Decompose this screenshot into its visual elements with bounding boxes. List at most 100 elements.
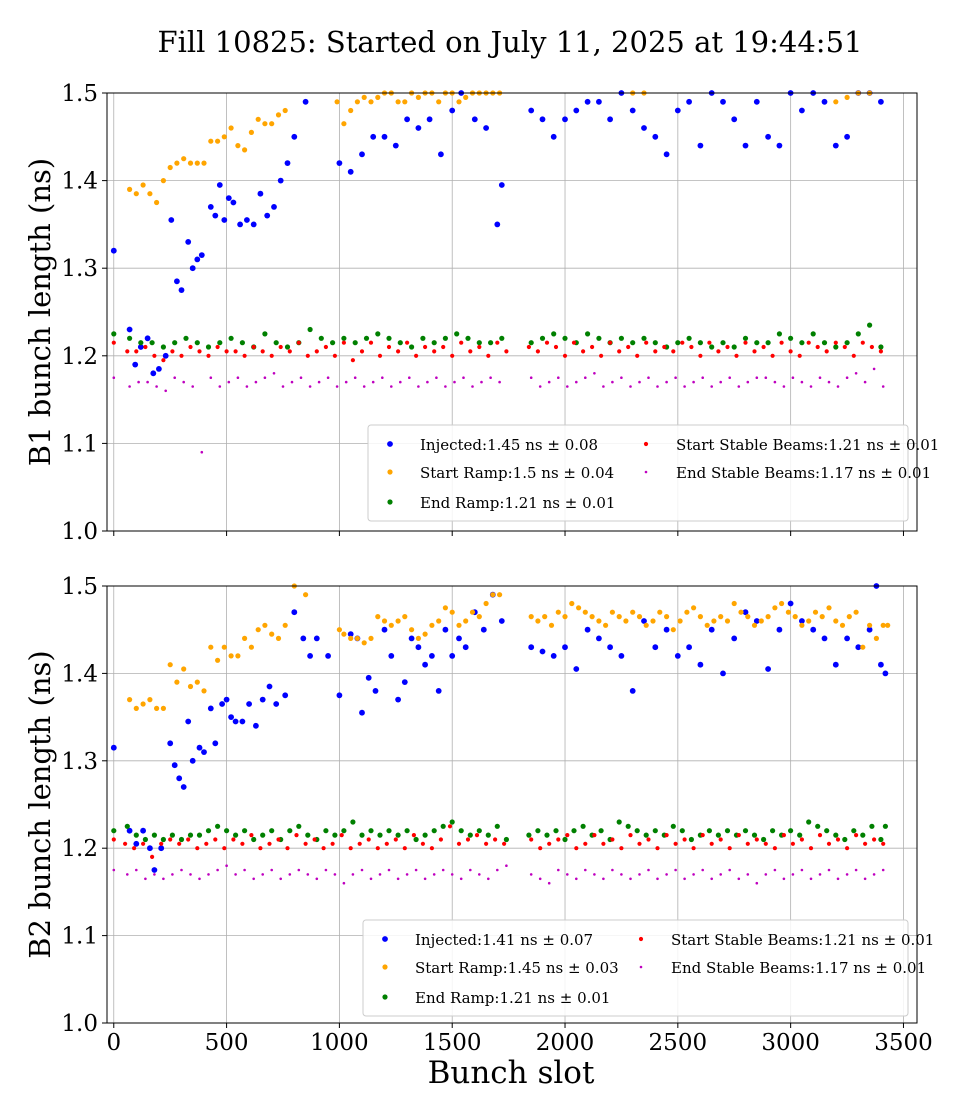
b1-point-injected-65 bbox=[731, 116, 738, 123]
b1-point-start_stable-60 bbox=[671, 349, 676, 354]
b2-point-injected-85 bbox=[855, 644, 862, 651]
b2-point-end_stable-58 bbox=[656, 877, 659, 881]
b2-point-end_stable-42 bbox=[496, 868, 499, 872]
b1-point-end_stable-22 bbox=[317, 380, 321, 384]
b2-point-injected-14 bbox=[201, 749, 207, 755]
b1-point-start_ramp-19 bbox=[255, 116, 261, 122]
b2-point-end_stable-35 bbox=[432, 873, 436, 876]
b1-point-injected-49 bbox=[550, 133, 557, 140]
b2-point-start_ramp-31 bbox=[368, 635, 374, 642]
b2-point-end_ramp-62 bbox=[688, 836, 695, 843]
b1-point-injected-32 bbox=[347, 168, 354, 175]
b2-point-start_stable-40 bbox=[474, 833, 480, 838]
b1-point-start_stable-62 bbox=[689, 344, 694, 350]
b2-point-injected-32 bbox=[325, 653, 331, 659]
b2-point-end_ramp-46 bbox=[544, 832, 550, 838]
b1-point-end_ramp-3 bbox=[149, 340, 155, 346]
b2-point-end_ramp-81 bbox=[860, 832, 866, 838]
b1-point-end_stable-53 bbox=[620, 376, 623, 380]
b2-point-injected-74 bbox=[731, 635, 738, 642]
b2-point-end_stable-41 bbox=[487, 877, 490, 881]
b2-point-start_ramp-21 bbox=[269, 631, 275, 637]
b1-point-end_stable-21 bbox=[308, 385, 312, 388]
b1-point-end_stable-31 bbox=[399, 380, 402, 384]
b1-point-injected-38 bbox=[415, 125, 422, 131]
b2-point-start_stable-19 bbox=[285, 846, 290, 851]
b1-point-start_stable-66 bbox=[725, 344, 730, 350]
b1-series-end_stable bbox=[112, 367, 885, 454]
b2-point-injected-43 bbox=[408, 635, 415, 642]
b2-point-injected-59 bbox=[562, 644, 568, 651]
b1-point-end_ramp-13 bbox=[262, 331, 268, 337]
b2-point-start_stable-20 bbox=[294, 833, 299, 838]
b2-point-injected-70 bbox=[686, 644, 692, 651]
b1-point-start_stable-3 bbox=[143, 344, 148, 350]
b2-point-start_ramp-11 bbox=[201, 688, 207, 694]
b2-point-start_stable-36 bbox=[438, 837, 443, 842]
b1-point-injected-15 bbox=[207, 204, 214, 210]
b1-point-start_stable-14 bbox=[242, 353, 247, 358]
b1-point-injected-56 bbox=[629, 107, 636, 114]
b2-point-end_ramp-27 bbox=[359, 832, 365, 838]
b2-point-end_ramp-77 bbox=[824, 828, 830, 834]
b1-point-end_ramp-45 bbox=[641, 335, 647, 341]
b2-point-end_ramp-61 bbox=[679, 828, 685, 834]
b2-point-start_ramp-99 bbox=[853, 609, 859, 615]
b2-point-start_stable-5 bbox=[159, 841, 164, 846]
b1-point-end_ramp-2 bbox=[138, 340, 144, 346]
b1-point-injected-8 bbox=[168, 217, 175, 223]
b1-point-start_stable-78 bbox=[833, 340, 838, 345]
b1-point-start_ramp-3 bbox=[147, 191, 153, 197]
b2-point-end_stable-2 bbox=[135, 868, 138, 872]
b2-point-injected-82 bbox=[821, 635, 828, 642]
b1-point-end_stable-64 bbox=[719, 380, 722, 384]
b2-point-start_stable-50 bbox=[583, 841, 588, 846]
b2-point-start_ramp-40 bbox=[429, 622, 435, 628]
b2-point-start_ramp-54 bbox=[548, 622, 555, 628]
b2-legend-label-start_stable: Start Stable Beams:1.21 ns ± 0.01 bbox=[671, 931, 934, 949]
b1-point-start_stable-38 bbox=[459, 340, 464, 345]
b1-point-start_ramp-39 bbox=[436, 99, 442, 105]
b1-point-start_ramp-17 bbox=[242, 147, 248, 153]
b2-point-start_stable-7 bbox=[177, 841, 182, 846]
b2-point-end_ramp-39 bbox=[467, 832, 473, 838]
b2-point-start_ramp-37 bbox=[409, 627, 415, 633]
b1-point-end_stable-74 bbox=[809, 385, 813, 388]
b1-point-start_stable-29 bbox=[377, 353, 383, 358]
b2-point-start_stable-3 bbox=[141, 841, 146, 846]
b1-point-end_stable-37 bbox=[453, 380, 456, 384]
b2-point-start_stable-41 bbox=[484, 841, 489, 846]
b1-point-start_stable-81 bbox=[860, 340, 865, 345]
b1-point-end_ramp-0 bbox=[111, 331, 117, 337]
b1-point-end_ramp-44 bbox=[630, 340, 636, 346]
b1-legend-marker-start_ramp bbox=[387, 469, 393, 475]
b1-point-end_stable-26 bbox=[353, 376, 357, 380]
b2-point-start_stable-39 bbox=[465, 837, 471, 842]
b2-point-start_stable-6 bbox=[168, 837, 173, 842]
b2-point-injected-42 bbox=[401, 679, 408, 685]
b1-point-end_ramp-49 bbox=[686, 335, 692, 341]
x-axis-label: Bunch slot bbox=[428, 1055, 595, 1091]
b2-point-start_ramp-1 bbox=[133, 705, 139, 712]
b1-point-start_stable-21 bbox=[305, 353, 310, 358]
b2-legend-marker-start_ramp bbox=[382, 964, 388, 970]
b2-point-end_ramp-9 bbox=[196, 832, 203, 838]
b1-point-injected-29 bbox=[291, 133, 298, 140]
b2-point-end_ramp-58 bbox=[652, 828, 658, 834]
b1-point-end_ramp-41 bbox=[596, 335, 602, 341]
b2-point-end_ramp-13 bbox=[233, 832, 239, 838]
b2-point-end_stable-0 bbox=[112, 868, 116, 872]
b1-point-start_stable-69 bbox=[752, 349, 757, 354]
b2-point-start_ramp-7 bbox=[174, 679, 180, 685]
b1-point-start_ramp-51 bbox=[833, 99, 839, 105]
b1-point-start_stable-56 bbox=[635, 353, 640, 358]
b2-point-end_stable-59 bbox=[665, 873, 668, 876]
b1-point-start_stable-25 bbox=[341, 340, 346, 345]
b2-point-end_ramp-14 bbox=[242, 828, 248, 834]
b1-point-end_stable-41 bbox=[489, 376, 492, 380]
b2-point-injected-31 bbox=[313, 635, 320, 642]
b2-point-start_ramp-0 bbox=[127, 697, 133, 703]
b1-point-end_stable-8 bbox=[191, 385, 194, 388]
b2-point-injected-11 bbox=[185, 718, 192, 725]
b2-point-start_ramp-103 bbox=[880, 622, 886, 628]
